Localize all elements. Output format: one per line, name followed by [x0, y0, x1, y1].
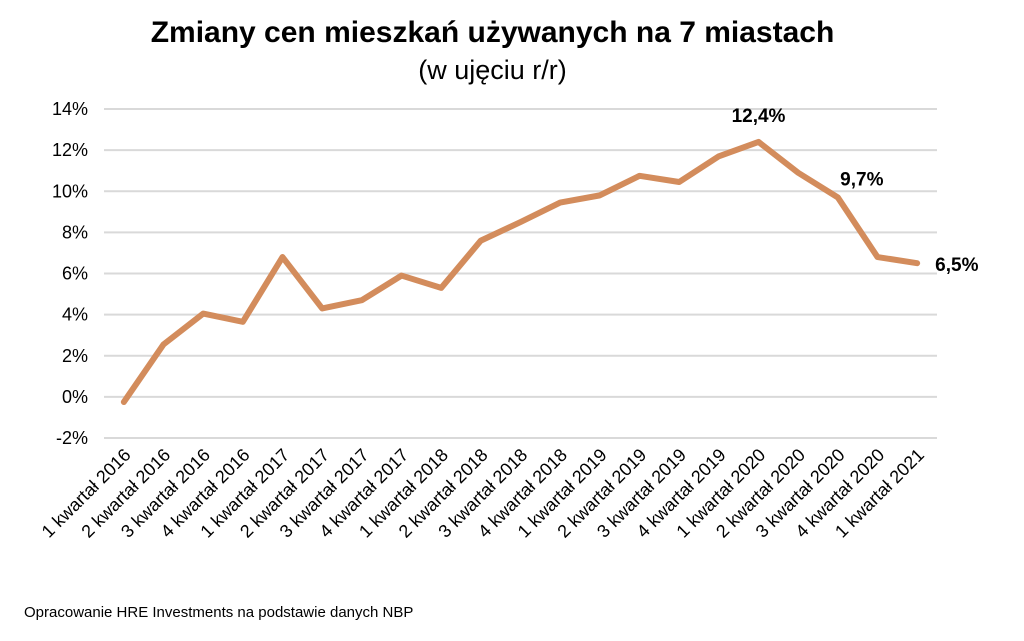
y-tick-label: 2%	[62, 346, 88, 366]
chart-title: Zmiany cen mieszkań używanych na 7 miast…	[150, 16, 835, 49]
y-tick-label: 12%	[52, 140, 88, 160]
y-tick-label: 6%	[62, 264, 88, 284]
data-label: 12,4%	[732, 106, 786, 127]
y-tick-label: 0%	[62, 387, 88, 407]
y-tick-label: 10%	[52, 181, 88, 201]
source-note: Opracowanie HRE Investments na podstawie…	[24, 604, 414, 621]
y-tick-label: 14%	[52, 99, 88, 119]
y-tick-label: 8%	[62, 222, 88, 242]
chart-subtitle: (w ujęciu r/r)	[418, 55, 567, 85]
data-label: 9,7%	[840, 169, 883, 190]
data-label: 6,5%	[935, 255, 978, 276]
y-tick-label: 4%	[62, 305, 88, 325]
series-line	[120, 138, 921, 406]
y-tick-label: -2%	[56, 428, 88, 448]
